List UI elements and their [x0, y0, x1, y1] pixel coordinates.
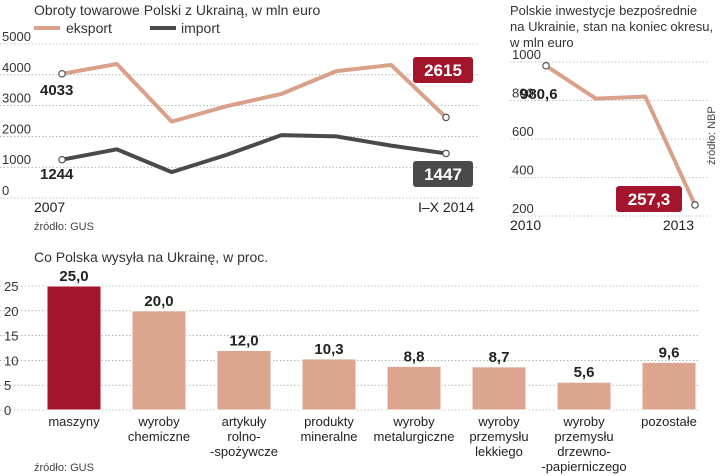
investment-end-badge	[616, 186, 682, 212]
trade-y-tick: 5000	[2, 29, 31, 44]
bar-y-tick: 0	[4, 403, 11, 418]
trade-source: źródło: GUS	[34, 221, 94, 233]
bar-y-tick: 20	[4, 304, 18, 319]
eksport-end-badge	[413, 57, 473, 83]
bar-category-label: produkty	[304, 414, 354, 429]
bar-category-label: chemiczne	[128, 429, 190, 444]
bar	[641, 361, 697, 411]
investment-y-tick: 1000	[512, 47, 541, 62]
bar-category-label: wyroby	[477, 414, 520, 429]
bar	[46, 285, 102, 411]
import-start-label: 1244	[40, 166, 74, 183]
investment-title-line-3: w mln euro	[509, 35, 574, 50]
investment-chart: Polskie inwestycje bezpośrednie na Ukrai…	[509, 3, 718, 233]
investment-x-start: 2010	[510, 217, 541, 233]
investment-series	[542, 61, 699, 209]
import-end-label: 1447	[424, 165, 462, 184]
bar-category-label: artykuły	[222, 414, 267, 429]
legend-eksport-label: eksport	[66, 20, 112, 36]
eksport-end-label: 2615	[424, 61, 462, 80]
trade-y-tick: 2000	[2, 121, 31, 136]
bar-category-label: -papierniczego	[541, 459, 626, 474]
bar-value-label: 12,0	[229, 332, 258, 349]
bar-category-label: przemysłu	[554, 429, 613, 444]
investment-line	[544, 64, 697, 206]
investment-y-tick: 400	[512, 163, 534, 178]
bar-y-tick: 25	[4, 279, 18, 294]
legend-import-label: import	[181, 20, 220, 36]
series-import-point	[442, 149, 450, 158]
trade-x-end: I–X 2014	[418, 199, 474, 215]
investment-title-line-2: na Ukrainie, stan na koniec okresu,	[510, 19, 713, 34]
trade-y-tick: 1000	[2, 152, 31, 167]
trade-legend: eksport import	[34, 20, 220, 36]
bar-value-label: 8,7	[489, 349, 510, 366]
bar-category-label: -spożywcze	[210, 444, 278, 459]
investment-grid: 200 400 600 800 1000	[510, 47, 708, 217]
bar-category-label: wyroby	[392, 414, 435, 429]
bar-value-label: 8,8	[404, 348, 425, 365]
export-structure-source: źródło: GUS	[34, 462, 94, 474]
bar-category-label: maszyny	[48, 414, 100, 429]
bar-category-label: przemysłu	[469, 429, 528, 444]
investment-title-line-1: Polskie inwestycje bezpośrednie	[510, 3, 697, 18]
bar-category-label: wyroby	[137, 414, 180, 429]
bar-value-label: 10,3	[314, 341, 343, 358]
bar-category-label: pozostałe	[641, 414, 697, 429]
trade-series	[58, 62, 450, 175]
series-eksport-point	[58, 69, 66, 78]
bar-y-tick: 15	[4, 329, 18, 344]
bar-category-label: drzewno-	[557, 444, 610, 459]
series-import-line	[61, 133, 447, 175]
bar-category-label: lekkiego	[475, 444, 523, 459]
investment-point	[542, 61, 550, 70]
investment-end-label: 257,3	[628, 190, 671, 209]
bar-category-label: mineralne	[300, 429, 357, 444]
bar-category-label: rolno-	[227, 429, 260, 444]
investment-y-tick: 800	[512, 86, 534, 101]
bar	[386, 365, 442, 411]
bar-series: 25,0maszyny20,0wyrobychemiczne12,0artyku…	[46, 268, 697, 474]
export-structure-title: Co Polska wysyła na Ukrainę, w proc.	[34, 249, 268, 265]
trade-grid: 0 1000 2000 3000 4000 5000	[0, 29, 478, 199]
investment-y-tick: 200	[512, 201, 534, 216]
trade-chart: Obroty towarowe Polski z Ukrainą, w mln …	[0, 2, 478, 233]
export-structure-chart: Co Polska wysyła na Ukrainę, w proc. 0 5 1…	[0, 249, 700, 474]
import-end-badge	[413, 161, 473, 187]
series-eksport-line	[61, 62, 448, 124]
bar-y-tick: 10	[4, 353, 18, 368]
series-eksport-point	[442, 113, 450, 122]
investment-start-label: 980,6	[520, 86, 558, 103]
trade-chart-title: Obroty towarowe Polski z Ukrainą, w mln …	[34, 2, 321, 18]
bar-value-label: 5,6	[574, 364, 595, 381]
trade-value-labels: 4033 1244 2615 1447	[40, 57, 473, 187]
bar	[131, 310, 187, 411]
bar-value-label: 25,0	[59, 268, 88, 285]
bar-category-label: metalurgiczne	[374, 429, 455, 444]
trade-x-start: 2007	[34, 199, 65, 215]
investment-source: źródło: NBP	[706, 106, 718, 165]
trade-y-tick: 0	[2, 183, 9, 198]
bar-y-tick: 5	[4, 378, 11, 393]
investment-y-tick: 600	[512, 124, 534, 139]
eksport-start-label: 4033	[40, 82, 73, 99]
investment-x-end: 2013	[663, 217, 694, 233]
bar-value-label: 20,0	[144, 293, 173, 310]
trade-y-tick: 3000	[2, 91, 31, 106]
bar	[216, 349, 272, 411]
bar	[471, 366, 527, 411]
bar	[556, 381, 612, 411]
investment-point	[691, 201, 699, 209]
trade-y-tick: 4000	[2, 60, 31, 75]
series-import-point	[58, 155, 66, 164]
bar	[301, 358, 357, 411]
bar-value-label: 9,6	[659, 344, 680, 361]
bar-category-label: wyroby	[562, 414, 605, 429]
